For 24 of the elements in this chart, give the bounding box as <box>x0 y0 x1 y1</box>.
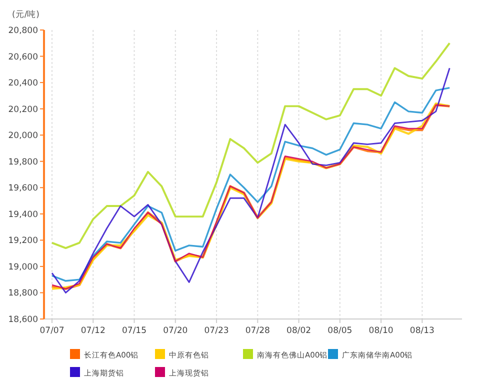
x-tick-label: 07/07 <box>40 326 64 336</box>
y-tick-label: 18,600 <box>8 315 38 325</box>
y-tick-label: 20,800 <box>8 26 38 36</box>
x-tick-label: 07/12 <box>80 326 106 336</box>
y-tick-label: 18,800 <box>8 288 38 299</box>
x-tick-label: 08/02 <box>286 326 312 336</box>
x-tick-label: 08/10 <box>368 326 394 336</box>
x-tick-label: 07/15 <box>122 326 147 336</box>
y-tick-label: 19,000 <box>8 262 38 272</box>
y-tick-label: 20,000 <box>8 131 38 142</box>
y-tick-label: 20,600 <box>8 52 38 62</box>
y-tick-label: 19,200 <box>8 236 38 246</box>
y-tick-label: 20,400 <box>8 78 38 89</box>
y-tick-label: 19,600 <box>8 184 38 194</box>
y-tick-label: 20,200 <box>8 104 38 115</box>
line-series <box>51 42 451 250</box>
x-tick-label: 07/20 <box>163 326 188 336</box>
y-axis-title: (元/吨) <box>12 9 40 20</box>
y-tick-label: 19,400 <box>8 210 38 220</box>
x-tick-label: 08/05 <box>328 326 352 336</box>
x-tick-label: 08/13 <box>410 326 434 336</box>
x-tick-label: 07/23 <box>204 326 229 336</box>
x-tick-label: 07/28 <box>245 326 270 336</box>
y-tick-label: 19,800 <box>8 157 38 168</box>
